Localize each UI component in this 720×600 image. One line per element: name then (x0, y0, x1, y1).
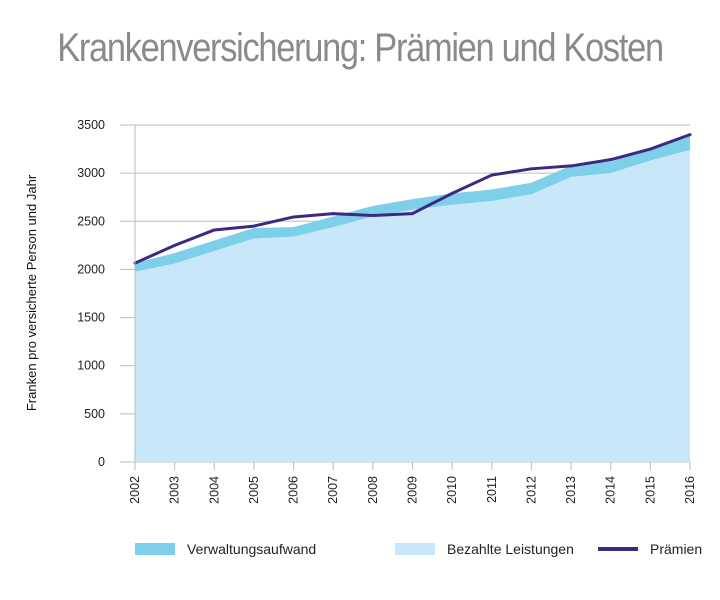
area-verwaltungsaufwand (135, 135, 690, 272)
point-praemien-2011 (490, 173, 494, 177)
legend: Verwaltungsaufwand Bezahlte Leistungen Prä… (135, 541, 702, 557)
x-tick-label-2010: 2010 (445, 476, 459, 504)
point-praemien-2016 (688, 133, 692, 137)
chart-title: Krankenversicherung: Prämien und Kosten (57, 26, 664, 70)
y-tick-label-3500: 3500 (77, 118, 105, 132)
x-tick-label-2007: 2007 (326, 476, 340, 504)
point-praemien-2004 (212, 228, 216, 232)
x-tick-label-2016: 2016 (683, 476, 697, 504)
y-tick-label-2500: 2500 (77, 214, 105, 228)
y-axis-title: Franken pro versicherte Person und Jahr (24, 174, 39, 411)
area-layer (135, 135, 690, 462)
y-tick-label-0: 0 (98, 455, 105, 469)
point-praemien-2014 (609, 158, 613, 162)
x-tick-label-2015: 2015 (643, 476, 657, 504)
x-tick-label-2011: 2011 (485, 476, 499, 503)
x-tick-label-2014: 2014 (604, 476, 618, 504)
y-tick-label-3000: 3000 (77, 166, 105, 180)
legend-swatch-verwaltungsaufwand (135, 543, 175, 555)
x-tick-label-2004: 2004 (207, 476, 221, 504)
point-praemien-2003 (173, 243, 177, 247)
x-tick-label-2003: 2003 (168, 476, 182, 504)
legend-swatch-bezahlte-leistungen (395, 543, 435, 555)
point-praemien-2008 (371, 214, 375, 218)
point-praemien-2010 (450, 191, 454, 195)
point-praemien-2007 (331, 212, 335, 216)
legend-label-prämien: Prämien (650, 541, 702, 557)
y-tick-label-500: 500 (84, 407, 105, 421)
legend-label-verwaltungsaufwand: Verwaltungsaufwand (187, 541, 316, 557)
point-praemien-2009 (411, 212, 414, 216)
point-praemien-2012 (529, 167, 533, 171)
x-tick-label-2008: 2008 (366, 476, 380, 504)
x-tick-label-2012: 2012 (524, 476, 538, 504)
x-tick-label-2009: 2009 (406, 476, 420, 504)
x-tick-label-2002: 2002 (128, 476, 142, 504)
y-tick-label-1500: 1500 (77, 311, 105, 325)
x-tick-label-2013: 2013 (564, 476, 578, 504)
x-tick-label-2005: 2005 (247, 476, 261, 504)
y-tick-label-1000: 1000 (77, 359, 105, 373)
x-tick-label-2006: 2006 (287, 476, 301, 504)
point-praemien-2005 (252, 224, 256, 228)
point-praemien-2006 (292, 215, 296, 219)
axis-layer: 0 500 1000 1500 2000 2500 3000 3500 2002 2003 2004… (77, 118, 697, 504)
y-tick-label-2000: 2000 (77, 262, 105, 276)
point-praemien-2015 (648, 147, 652, 151)
legend-label-bezahlte-leistungen: Bezahlte Leistungen (447, 541, 574, 557)
area-bezahlte-leistungen (135, 150, 690, 462)
point-praemien-2013 (569, 164, 573, 168)
